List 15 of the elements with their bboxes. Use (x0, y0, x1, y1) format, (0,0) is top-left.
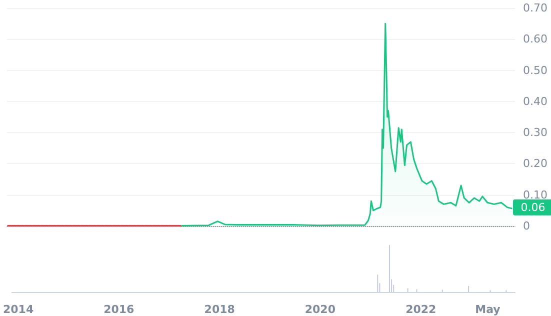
annotation: 0.06 (520, 200, 546, 214)
x-tick-label: 2018 (204, 303, 235, 316)
x-tick-label: 2014 (2, 303, 34, 316)
y-tick-label: 0.10 (523, 188, 548, 202)
y-tick-label: 0.40 (523, 94, 548, 108)
y-tick-label: 0.50 (523, 64, 548, 77)
x-tick-label: 2020 (304, 303, 336, 316)
y-tick-label: 0.30 (523, 126, 548, 140)
x-tick-label: 2022 (406, 303, 436, 316)
y-tick-label: 0 (523, 220, 530, 232)
y-tick-label: 0.60 (523, 32, 548, 46)
y-tick-label: 0.70 (523, 2, 548, 14)
x-tick-label: 2016 (104, 303, 135, 316)
x-tick-label: May (475, 303, 500, 316)
y-tick-label: 0.20 (523, 157, 548, 170)
